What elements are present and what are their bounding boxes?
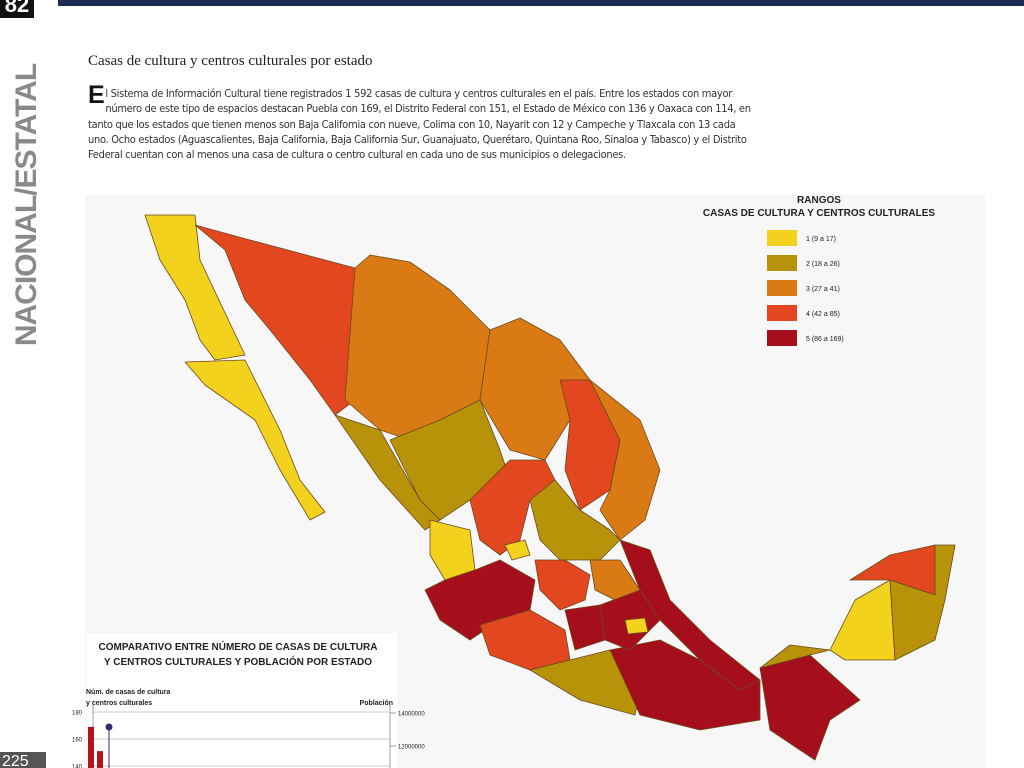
page-number: 225 [2,753,29,768]
page-number: 82 [0,0,34,18]
legend-title: RANGOS [797,195,841,206]
chart-title: COMPARATIVO ENTRE NÚMERO DE CASAS DE CUL… [99,640,378,653]
state [144,214,246,361]
legend-subtitle: CASAS DE CULTURA Y CENTROS CULTURALES [703,208,936,219]
y-tick-label: 180 [72,711,83,717]
state [184,359,326,521]
legend-label: 5 (86 a 169) [806,336,844,343]
paragraph-text: l Sistema de Información Cultural tiene … [88,87,751,162]
state [609,639,761,731]
legend-swatch [767,280,797,296]
state [534,559,591,611]
legend-swatch [767,330,797,346]
legend-label: 1 (9 a 17) [806,236,836,243]
title: Casas de cultura y centros culturales po… [88,53,373,69]
legend-swatch [767,305,797,321]
drop-cap: E [88,81,105,109]
y2-axis-label: Población [360,700,393,707]
bar [97,751,103,768]
y-tick-label: 140 [72,765,83,768]
states [144,214,956,761]
legend-label: 4 (42 a 85) [806,311,840,318]
population-marker [105,723,113,731]
legend-label: 2 (18 a 26) [806,261,840,268]
state [194,224,356,416]
legend-label: 3 (27 a 41) [806,286,840,293]
chart-title: Y CENTROS CULTURALES Y POBLACIÓN POR EST… [104,655,372,668]
state [504,539,531,561]
y-tick-label: 160 [72,738,83,744]
state [424,559,536,641]
y-axis-label: Núm. de casas de cultura [86,689,171,696]
legend-swatch [767,255,797,271]
state [624,617,649,635]
y2-tick-label: 12000000 [398,745,425,751]
y2-tick-label: 14000000 [398,712,425,718]
y-axis-label: y centros culturales [86,700,152,707]
bar [88,726,94,768]
state [889,544,956,661]
chart-panel [87,633,397,768]
legend-swatch [767,230,797,246]
header-bar [58,0,1024,6]
page-number-box [0,752,46,768]
